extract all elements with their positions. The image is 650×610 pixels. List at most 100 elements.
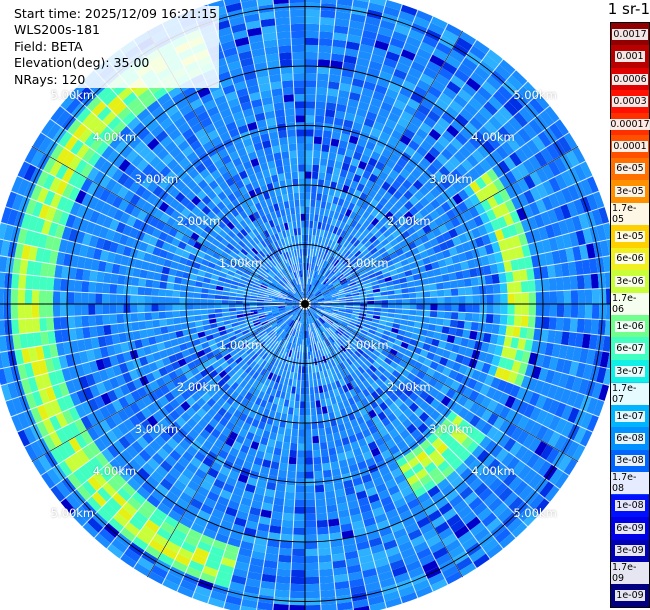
ppi-bin <box>53 316 62 331</box>
ppi-bin <box>341 384 350 393</box>
ppi-bin <box>290 435 299 444</box>
ppi-bin <box>315 94 327 103</box>
ppi-bin <box>407 566 425 579</box>
ppi-bin <box>358 374 367 383</box>
ppi-bin <box>305 576 320 585</box>
ppi-bin <box>418 553 436 567</box>
ppi-bin <box>493 304 501 315</box>
ppi-bin <box>521 304 529 316</box>
ppi-bin <box>316 309 324 314</box>
ppi-bin <box>309 285 314 293</box>
ppi-bin <box>391 369 401 379</box>
ppi-bin <box>358 344 367 352</box>
ppi-bin <box>566 201 579 218</box>
ppi-bin <box>331 342 338 351</box>
ppi-bin <box>137 286 146 296</box>
ppi-bin <box>541 316 550 330</box>
ppi-bin <box>301 309 304 317</box>
ppi-bin <box>336 601 354 610</box>
ppi-bin <box>519 326 528 340</box>
ppi-bin <box>271 511 284 520</box>
ppi-bin <box>285 356 291 365</box>
ppi-bin <box>356 347 365 356</box>
ppi-bin <box>407 139 421 152</box>
ppi-bin <box>540 328 549 343</box>
ppi-bin <box>482 538 500 554</box>
ppi-bin <box>378 70 393 82</box>
ppi-bin <box>382 369 392 379</box>
ppi-bin <box>457 345 467 356</box>
ppi-bin <box>306 291 310 299</box>
ppi-bin <box>316 73 330 82</box>
ppi-bin <box>408 314 416 322</box>
ppi-bin <box>292 329 297 337</box>
ppi-bin <box>497 433 511 449</box>
ppi-bin <box>360 329 369 336</box>
ppi-bin <box>329 60 344 69</box>
ppi-bin <box>427 572 445 586</box>
ppi-bin <box>216 570 233 582</box>
ppi-bin <box>309 206 316 215</box>
ppi-bin <box>319 24 335 33</box>
ppi-bin <box>473 163 487 177</box>
ppi-bin <box>305 415 312 423</box>
ppi-bin <box>308 308 313 315</box>
ppi-bin <box>367 104 381 115</box>
ppi-bin <box>520 315 529 328</box>
ppi-bin <box>438 373 449 385</box>
ppi-bin <box>492 130 507 146</box>
ppi-bin <box>461 83 477 98</box>
ppi-bin <box>343 55 358 65</box>
ppi-bin <box>324 362 330 370</box>
ppi-bin <box>510 336 520 350</box>
ppi-bin <box>431 260 440 270</box>
ppi-bin <box>305 0 321 4</box>
ppi-bin <box>299 309 303 317</box>
ppi-bin <box>209 545 225 558</box>
ppi-bin <box>434 98 450 112</box>
ppi-bin <box>463 197 475 210</box>
ppi-bin <box>308 293 314 300</box>
ppi-bin <box>360 362 369 372</box>
ppi-bin <box>373 144 385 155</box>
ppi-bin <box>380 532 396 544</box>
ppi-bin <box>514 445 529 461</box>
ppi-bin <box>88 281 97 294</box>
ppi-bin <box>504 423 518 438</box>
ppi-bin <box>311 164 320 173</box>
ppi-bin <box>305 527 318 535</box>
ppi-bin <box>537 131 552 148</box>
ppi-bin <box>457 176 470 189</box>
ppi-bin <box>357 335 365 342</box>
ppi-bin <box>290 569 305 578</box>
ppi-bin <box>466 440 480 454</box>
ppi-bin <box>314 328 319 336</box>
ppi-bin <box>480 341 490 353</box>
ppi-bin <box>363 279 371 285</box>
ppi-bin <box>454 462 469 476</box>
ppi-bin <box>387 374 398 384</box>
ppi-bin <box>287 407 295 415</box>
ppi-bin <box>305 471 315 479</box>
ppi-bin <box>383 397 394 407</box>
ppi-bin <box>351 331 359 338</box>
ppi-bin <box>369 97 383 109</box>
ppi-bin <box>317 298 325 302</box>
ppi-bin <box>586 193 599 211</box>
ppi-bin <box>459 467 474 481</box>
ppi-bin <box>356 460 368 471</box>
ppi-bin <box>342 443 353 453</box>
ppi-bin <box>383 242 393 251</box>
ppi-bin <box>350 513 363 524</box>
ppi-bin <box>442 281 451 290</box>
ppi-bin <box>315 200 322 208</box>
ppi-bin <box>427 323 436 332</box>
ppi-bin <box>410 60 426 74</box>
ppi-bin <box>340 267 348 274</box>
ppi-bin <box>308 316 312 324</box>
ppi-bin <box>461 241 472 253</box>
ppi-bin <box>292 541 305 550</box>
ppi-bin <box>474 236 485 248</box>
ppi-bin <box>324 279 331 286</box>
ppi-bin <box>482 54 500 70</box>
